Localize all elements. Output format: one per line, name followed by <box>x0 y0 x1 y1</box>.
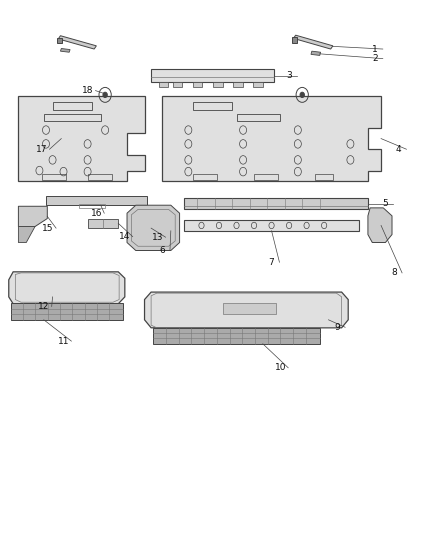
Bar <box>57 38 62 43</box>
Text: 3: 3 <box>286 71 292 80</box>
Bar <box>213 82 223 87</box>
Bar <box>233 82 243 87</box>
Circle shape <box>300 92 304 98</box>
Bar <box>237 114 280 121</box>
Text: 17: 17 <box>36 145 47 154</box>
Polygon shape <box>18 96 145 181</box>
Polygon shape <box>368 208 392 243</box>
Bar <box>44 114 101 121</box>
Bar <box>88 219 118 228</box>
Polygon shape <box>311 51 321 55</box>
Text: 10: 10 <box>275 364 286 372</box>
Polygon shape <box>9 272 125 304</box>
Text: 4: 4 <box>396 145 401 154</box>
Text: 15: 15 <box>42 224 54 232</box>
Bar <box>193 174 217 180</box>
Bar <box>292 37 297 43</box>
Polygon shape <box>138 219 155 237</box>
Text: 8: 8 <box>391 269 397 277</box>
Bar <box>315 174 333 180</box>
Polygon shape <box>18 227 35 243</box>
Polygon shape <box>145 292 348 328</box>
Polygon shape <box>293 35 333 49</box>
Bar <box>46 196 147 205</box>
Text: 9: 9 <box>334 323 340 332</box>
Text: 7: 7 <box>268 258 275 266</box>
Text: 2: 2 <box>372 54 378 63</box>
Polygon shape <box>162 96 381 181</box>
Polygon shape <box>18 206 47 227</box>
Bar <box>184 220 359 231</box>
Bar <box>184 198 368 209</box>
Text: 1: 1 <box>372 45 378 53</box>
Text: 11: 11 <box>58 337 69 345</box>
Text: 5: 5 <box>382 199 389 208</box>
Bar <box>79 204 105 208</box>
Bar <box>53 102 92 110</box>
Bar <box>153 328 320 344</box>
Polygon shape <box>127 205 180 251</box>
Text: 14: 14 <box>119 232 131 241</box>
Text: 6: 6 <box>159 246 165 255</box>
Bar <box>193 102 232 110</box>
Bar <box>11 303 123 320</box>
Polygon shape <box>60 49 70 52</box>
Polygon shape <box>58 36 96 49</box>
Bar <box>151 69 274 82</box>
Bar <box>193 82 202 87</box>
Bar <box>254 174 278 180</box>
Bar <box>253 82 263 87</box>
Bar <box>159 82 168 87</box>
Bar <box>42 174 66 180</box>
Text: 16: 16 <box>91 209 102 217</box>
Bar <box>223 303 276 314</box>
Circle shape <box>103 92 107 98</box>
Text: 13: 13 <box>152 233 163 241</box>
Text: 12: 12 <box>38 302 49 311</box>
Bar <box>173 82 182 87</box>
Bar <box>88 174 112 180</box>
Text: 18: 18 <box>82 86 93 95</box>
